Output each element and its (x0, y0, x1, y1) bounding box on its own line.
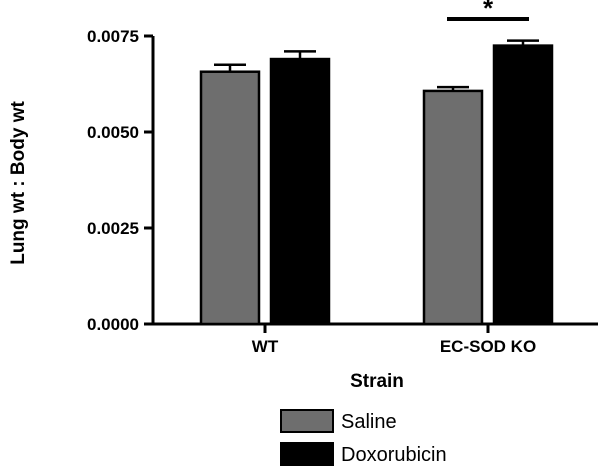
y-tick-label: 0.0075 (87, 27, 139, 46)
significance-marker: * (447, 0, 529, 23)
legend-label: Doxorubicin (341, 444, 447, 466)
x-axis: WT EC-SOD KO (153, 322, 598, 356)
bar (422, 89, 484, 326)
bar (269, 57, 331, 326)
x-tick-label: WT (252, 337, 279, 356)
y-tick-label: 0.0050 (87, 123, 139, 142)
legend-swatch (280, 409, 334, 433)
y-axis: 0.0000 0.0025 0.0050 0.0075 (87, 27, 155, 334)
legend-swatch (280, 442, 334, 466)
bar (199, 70, 261, 326)
legend: Saline Doxorubicin (280, 409, 447, 466)
y-tick-label: 0.0025 (87, 219, 139, 238)
bar (492, 44, 554, 326)
significance-label: * (483, 0, 494, 23)
x-tick-label: EC-SOD KO (440, 337, 536, 356)
y-axis-title: Lung wt : Body wt (8, 101, 29, 265)
legend-label: Saline (341, 411, 397, 433)
x-axis-title: Strain (350, 371, 404, 392)
error-bars (214, 39, 539, 91)
y-tick-label: 0.0000 (87, 315, 139, 334)
bars (199, 44, 554, 326)
